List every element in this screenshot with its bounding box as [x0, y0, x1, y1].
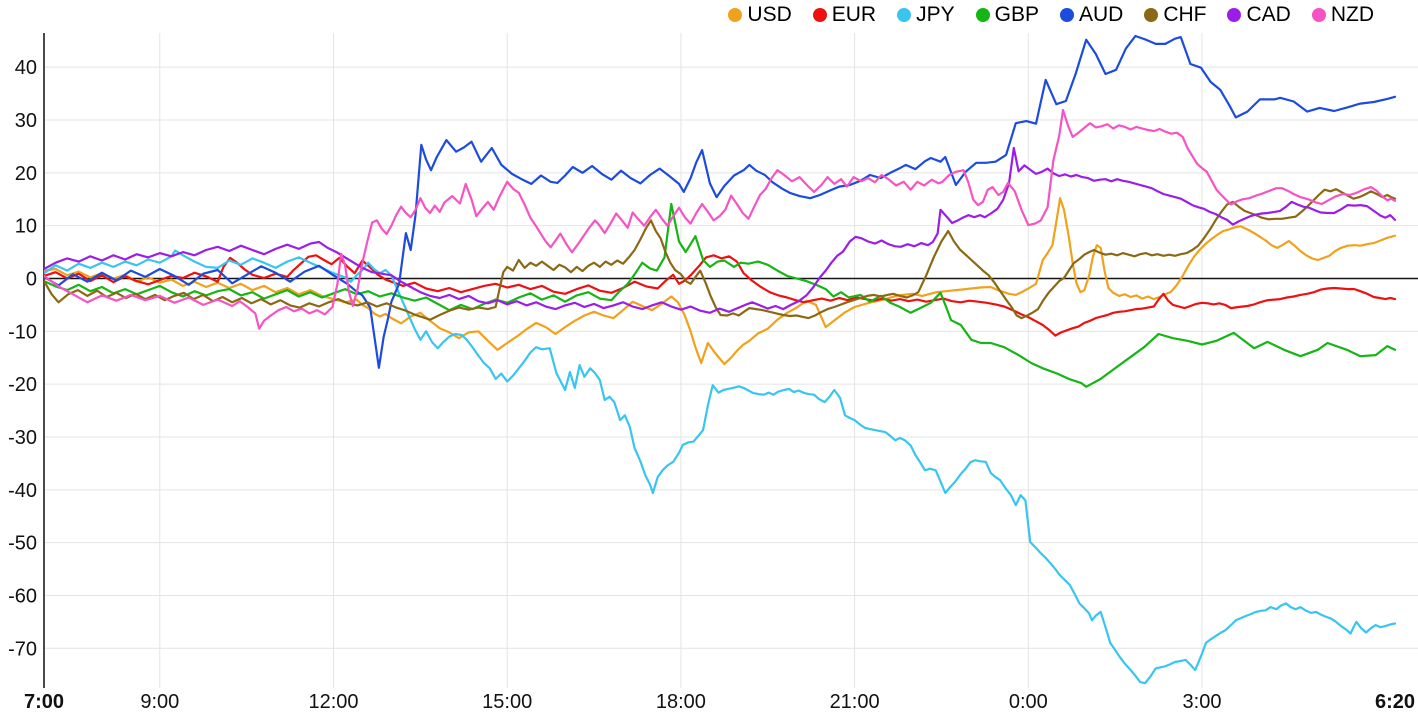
x-tick-label-0:00: 0:00: [1009, 691, 1048, 713]
series-line-nzd: [44, 108, 1397, 330]
x-tick-label-3:00: 3:00: [1183, 691, 1222, 713]
x-tick-label-18:00: 18:00: [656, 691, 706, 713]
legend-item-aud[interactable]: AUD: [1059, 3, 1124, 26]
legend-item-gbp[interactable]: GBP: [975, 3, 1039, 26]
series-line-gbp: [44, 202, 1397, 388]
legend-item-jpy[interactable]: JPY: [897, 4, 955, 25]
x-tick-label-7:00: 7:00: [24, 691, 64, 713]
y-tick-label-0: 0: [26, 269, 37, 291]
y-tick-label--10: -10: [8, 321, 37, 343]
series-line-cad: [44, 146, 1397, 314]
series-line-chf: [44, 188, 1397, 321]
y-tick-label--40: -40: [8, 480, 37, 502]
x-tick-label-9:00: 9:00: [140, 691, 179, 713]
legend-label-aud: AUD: [1078, 3, 1124, 26]
legend-item-cad[interactable]: CAD: [1227, 3, 1291, 26]
x-tick-label-6:20: 6:20: [1375, 691, 1415, 713]
legend-dot-aud-icon: [1059, 7, 1074, 22]
y-tick-label--30: -30: [8, 427, 37, 449]
y-tick-label-40: 40: [15, 57, 37, 79]
legend-item-nzd[interactable]: NZD: [1311, 3, 1374, 26]
chart-legend: USD EUR JPY GBP AUD CHF CAD NZD: [728, 4, 1374, 25]
x-tick-label-12:00: 12:00: [308, 691, 358, 713]
legend-label-chf: CHF: [1163, 3, 1207, 26]
legend-item-usd[interactable]: USD: [728, 3, 792, 26]
y-tick-label-30: 30: [15, 110, 37, 132]
legend-label-eur: EUR: [831, 3, 877, 26]
legend-dot-nzd-icon: [1311, 7, 1326, 22]
legend-label-cad: CAD: [1246, 3, 1291, 26]
legend-dot-eur-icon: [812, 7, 827, 22]
series-line-eur: [44, 254, 1397, 337]
legend-dot-jpy-icon: [897, 7, 912, 22]
legend-dot-chf-icon: [1144, 7, 1159, 22]
legend-dot-gbp-icon: [975, 7, 990, 22]
x-tick-label-21:00: 21:00: [830, 691, 880, 713]
y-tick-label--20: -20: [8, 374, 37, 396]
legend-label-nzd: NZD: [1330, 3, 1374, 26]
series-line-jpy: [44, 249, 1397, 685]
y-tick-label-10: 10: [15, 216, 37, 238]
y-tick-label--50: -50: [8, 533, 37, 555]
legend-item-chf[interactable]: CHF: [1144, 4, 1206, 25]
y-tick-label--70: -70: [8, 638, 37, 660]
legend-dot-usd-icon: [728, 7, 743, 22]
legend-dot-cad-icon: [1227, 7, 1242, 22]
legend-item-eur[interactable]: EUR: [812, 3, 877, 26]
y-tick-label--60: -60: [8, 585, 37, 607]
x-tick-label-15:00: 15:00: [482, 691, 532, 713]
legend-label-gbp: GBP: [994, 3, 1039, 26]
legend-label-usd: USD: [747, 3, 792, 26]
series-line-aud: [44, 34, 1397, 369]
legend-label-jpy: JPY: [916, 3, 955, 26]
series-line-usd: [44, 197, 1397, 366]
y-tick-label-20: 20: [15, 163, 37, 185]
